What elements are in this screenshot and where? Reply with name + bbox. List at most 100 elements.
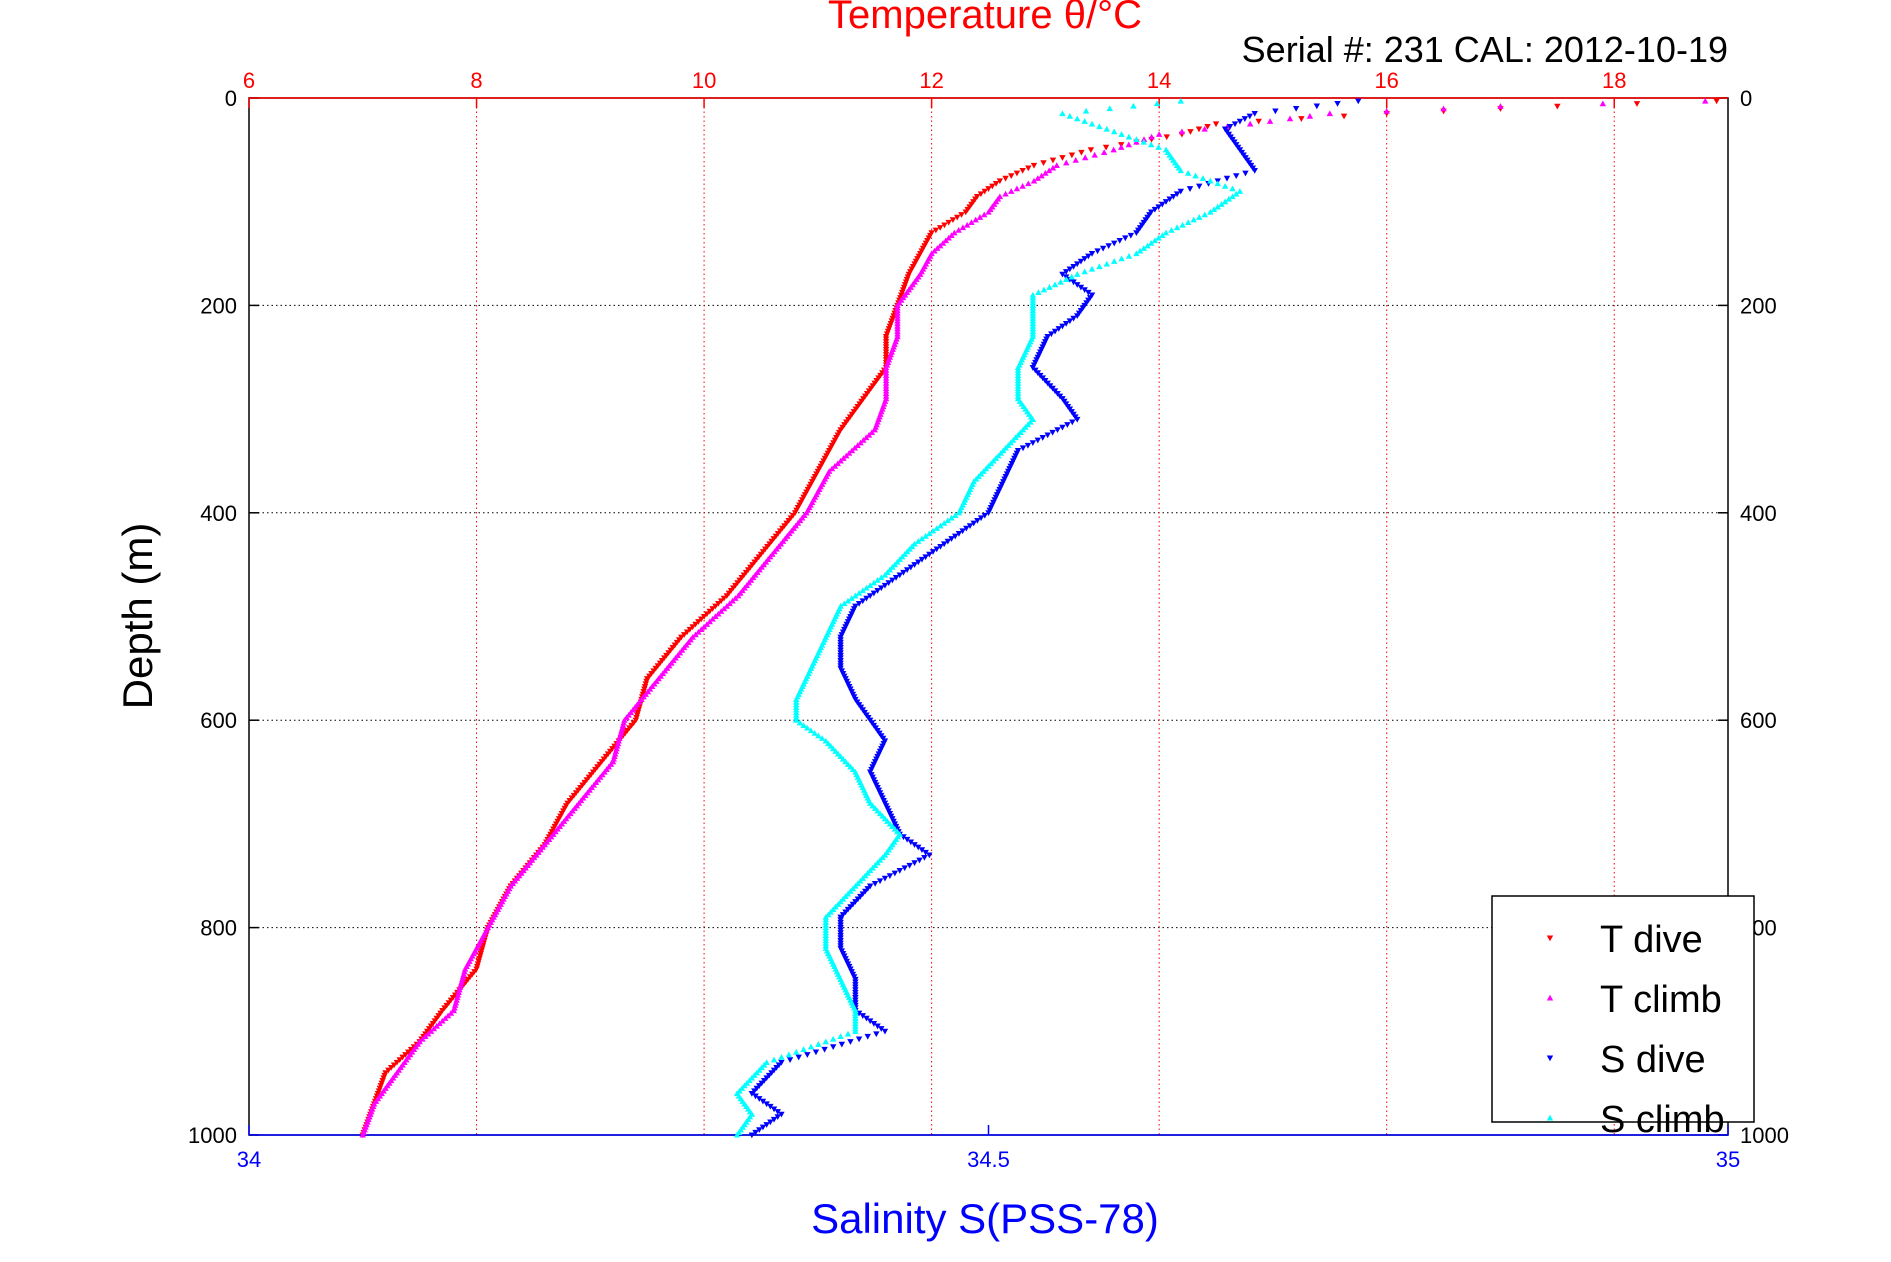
point-t-climb: [1148, 133, 1155, 140]
point-s-dive: [901, 865, 908, 872]
data-marks: [359, 97, 1720, 1139]
point-s-dive: [891, 870, 899, 877]
point-t-climb: [1082, 154, 1089, 161]
point-s-climb: [1133, 136, 1140, 143]
point-s-dive: [1070, 315, 1077, 322]
point-s-dive: [926, 852, 933, 859]
point-s-climb: [878, 574, 885, 581]
point-s-dive: [1241, 116, 1249, 122]
point-t-climb: [854, 442, 861, 448]
point-s-climb: [800, 1046, 807, 1053]
point-s-dive: [878, 1026, 885, 1032]
point-t-climb: [433, 1022, 440, 1029]
point-s-climb: [837, 1033, 844, 1040]
point-t-climb: [698, 626, 705, 633]
point-s-dive: [1074, 282, 1081, 288]
point-t-climb: [959, 224, 967, 231]
point-s-climb: [1068, 273, 1075, 280]
point-s-climb: [844, 597, 852, 604]
point-s-dive: [1127, 232, 1135, 239]
point-s-dive: [911, 860, 918, 866]
x-top-tick-label: 8: [470, 68, 482, 93]
point-t-climb: [862, 434, 870, 441]
point-t-climb: [837, 457, 844, 464]
point-t-climb: [1034, 175, 1041, 181]
point-s-climb: [866, 582, 874, 588]
y-tick-label-right: 400: [1740, 501, 1777, 526]
legend-marker-s-dive: [1546, 1055, 1554, 1062]
point-s-dive: [812, 1049, 820, 1056]
point-s-dive: [786, 1057, 794, 1064]
point-t-climb: [865, 431, 873, 438]
point-t-climb: [1049, 164, 1057, 171]
chart-title: Temperature θ/°C: [828, 0, 1142, 37]
point-s-dive: [896, 868, 903, 874]
point-s-climb: [1057, 278, 1064, 285]
legend-marker-t-dive: [1546, 935, 1554, 942]
point-s-dive: [870, 1020, 878, 1027]
point-t-dive: [1212, 121, 1220, 128]
x-top-tick-label: 14: [1147, 68, 1171, 93]
point-s-dive: [1313, 103, 1321, 110]
point-s-dive: [870, 590, 878, 597]
point-s-climb: [915, 538, 922, 544]
legend-label: S dive: [1600, 1039, 1706, 1081]
point-s-climb: [1059, 110, 1066, 117]
point-s-dive: [1170, 193, 1177, 200]
point-s-dive: [847, 1039, 854, 1045]
point-t-dive: [992, 180, 1000, 187]
point-t-climb: [1599, 100, 1607, 107]
point-t-climb: [1013, 185, 1021, 192]
y-tick-label-right: 200: [1740, 293, 1777, 318]
point-t-climb: [715, 610, 722, 617]
point-t-climb: [430, 1025, 438, 1032]
point-s-climb: [733, 1131, 741, 1138]
legend-marker-t-climb: [1546, 994, 1554, 1001]
point-s-dive: [1077, 284, 1085, 291]
y-tick-label-left: 600: [200, 708, 237, 733]
point-t-dive: [977, 191, 985, 198]
point-t-dive: [1163, 134, 1170, 141]
point-s-climb: [870, 579, 878, 586]
point-s-dive: [1081, 287, 1088, 294]
point-t-climb: [450, 1007, 457, 1014]
point-t-climb: [692, 631, 699, 638]
point-t-dive: [996, 178, 1004, 185]
point-s-climb: [1225, 195, 1233, 202]
point-s-dive: [821, 1046, 828, 1053]
point-t-climb: [1140, 136, 1148, 143]
point-s-dive: [1085, 289, 1092, 296]
point-t-dive: [1187, 129, 1194, 135]
point-t-dive: [949, 217, 957, 224]
point-t-dive: [989, 183, 996, 190]
point-t-climb: [845, 449, 853, 456]
point-s-dive: [896, 572, 903, 579]
point-s-dive: [918, 847, 926, 854]
point-t-climb: [936, 242, 944, 249]
point-t-climb: [931, 247, 938, 254]
point-t-dive: [941, 222, 948, 229]
point-s-dive: [748, 1090, 756, 1097]
point-s-climb: [852, 592, 859, 599]
point-s-dive: [874, 1023, 881, 1030]
point-s-climb: [848, 595, 855, 601]
point-t-dive: [1554, 103, 1561, 110]
point-s-climb: [1218, 201, 1225, 207]
point-t-dive: [1068, 152, 1076, 159]
point-s-dive: [878, 585, 885, 592]
point-s-climb: [1081, 268, 1088, 275]
point-s-dive: [863, 595, 870, 602]
point-t-climb: [712, 613, 719, 620]
point-s-climb: [1088, 120, 1096, 127]
point-s-dive: [795, 1054, 802, 1061]
point-t-climb: [1246, 120, 1254, 127]
point-s-climb: [1221, 182, 1229, 189]
x-axis-label: Salinity S(PSS-78): [811, 1195, 1159, 1242]
point-s-climb: [1035, 289, 1042, 295]
point-t-dive: [1713, 98, 1720, 105]
point-s-climb: [1147, 239, 1155, 246]
point-s-dive: [1069, 419, 1076, 426]
point-s-dive: [944, 538, 952, 545]
point-t-climb: [972, 216, 979, 223]
point-s-climb: [815, 1041, 822, 1047]
